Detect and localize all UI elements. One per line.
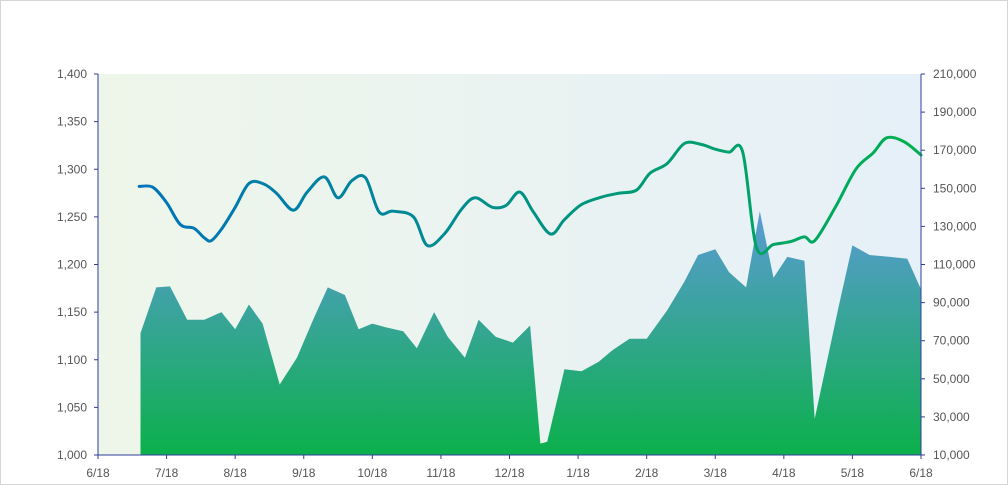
x-tick-label: 7/18 <box>155 466 179 480</box>
right-tick-label: 70,000 <box>933 334 970 348</box>
x-tick-label: 9/18 <box>292 466 316 480</box>
left-tick-label: 1,150 <box>57 305 87 319</box>
x-tick-label: 1/18 <box>566 466 590 480</box>
right-tick-label: 130,000 <box>933 219 977 233</box>
left-tick-label: 1,000 <box>57 448 87 462</box>
line-series <box>137 135 923 256</box>
right-tick-label: 110,000 <box>933 258 976 272</box>
right-tick-label: 210,000 <box>933 67 977 81</box>
x-tick-label: 12/18 <box>494 466 524 480</box>
left-tick-label: 1,200 <box>57 258 87 272</box>
x-tick-label: 2/18 <box>635 466 659 480</box>
right-tick-label: 30,000 <box>933 410 970 424</box>
x-tick-label: 5/18 <box>841 466 865 480</box>
right-tick-label: 50,000 <box>933 372 970 386</box>
left-tick-label: 1,050 <box>57 400 87 414</box>
x-tick-label: 8/18 <box>223 466 247 480</box>
left-tick-label: 1,250 <box>57 210 87 224</box>
x-tick-label: 6/18 <box>86 466 110 480</box>
right-tick-label: 150,000 <box>933 181 977 195</box>
x-tick-label: 6/18 <box>909 466 933 480</box>
right-tick-label: 90,000 <box>933 296 970 310</box>
x-tick-label: 10/18 <box>357 466 387 480</box>
x-tick-label: 4/18 <box>772 466 796 480</box>
x-tick-label: 3/18 <box>704 466 728 480</box>
right-tick-label: 10,000 <box>933 448 970 462</box>
left-tick-label: 1,350 <box>57 115 87 129</box>
left-tick-label: 1,100 <box>57 353 87 367</box>
right-tick-label: 170,000 <box>933 143 977 157</box>
area-series <box>140 211 921 455</box>
x-tick-label: 11/18 <box>426 466 455 480</box>
left-tick-label: 1,300 <box>57 162 87 176</box>
right-tick-label: 190,000 <box>933 105 977 119</box>
left-tick-label: 1,400 <box>57 67 87 81</box>
